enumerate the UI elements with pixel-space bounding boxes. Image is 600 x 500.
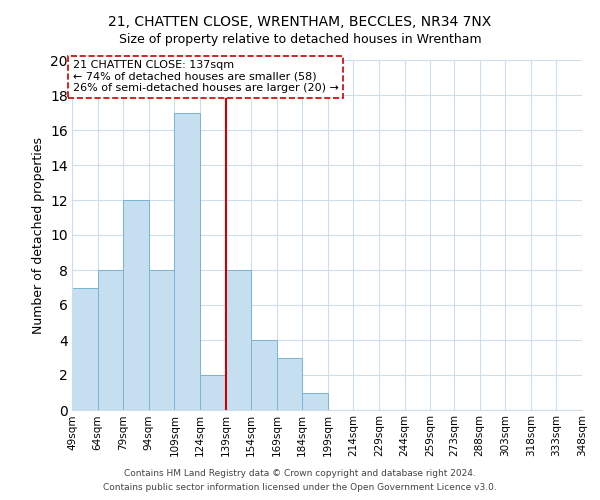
Text: 21, CHATTEN CLOSE, WRENTHAM, BECCLES, NR34 7NX: 21, CHATTEN CLOSE, WRENTHAM, BECCLES, NR…: [109, 15, 491, 29]
Bar: [200, 375, 226, 410]
Bar: [175, 112, 200, 410]
Bar: [277, 358, 302, 410]
Bar: [123, 200, 149, 410]
Bar: [72, 288, 98, 410]
Text: Size of property relative to detached houses in Wrentham: Size of property relative to detached ho…: [119, 32, 481, 46]
Y-axis label: Number of detached properties: Number of detached properties: [32, 136, 44, 334]
Bar: [251, 340, 277, 410]
Bar: [149, 270, 175, 410]
Bar: [98, 270, 123, 410]
Text: 21 CHATTEN CLOSE: 137sqm
← 74% of detached houses are smaller (58)
26% of semi-d: 21 CHATTEN CLOSE: 137sqm ← 74% of detach…: [73, 60, 339, 93]
Bar: [226, 270, 251, 410]
Text: Contains public sector information licensed under the Open Government Licence v3: Contains public sector information licen…: [103, 484, 497, 492]
Bar: [302, 392, 328, 410]
Text: Contains HM Land Registry data © Crown copyright and database right 2024.: Contains HM Land Registry data © Crown c…: [124, 468, 476, 477]
